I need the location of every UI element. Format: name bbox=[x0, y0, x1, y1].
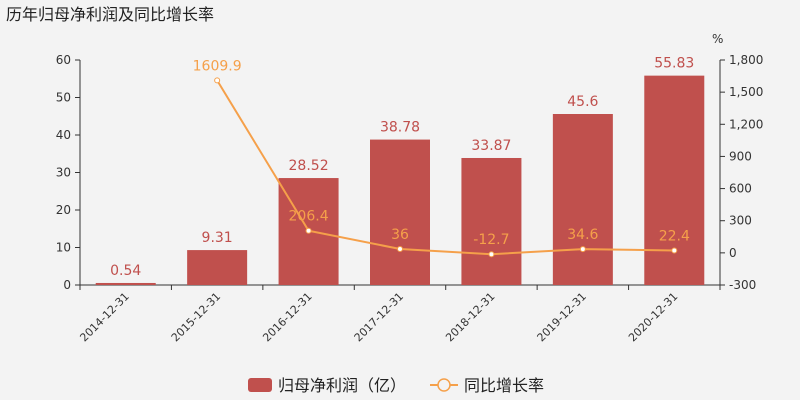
growth-point bbox=[214, 77, 221, 84]
growth-polyline bbox=[216, 79, 675, 256]
legend-label-line: 同比增长率 bbox=[464, 376, 544, 395]
bar-value-label: 45.6 bbox=[567, 94, 598, 110]
growth-point bbox=[671, 247, 678, 254]
x-tick-label: 2020-12-31 bbox=[626, 290, 680, 344]
y2-tick-label: 0 bbox=[729, 246, 737, 260]
y-tick-label: 50 bbox=[56, 91, 71, 105]
y2-tick-label: 300 bbox=[729, 214, 752, 228]
y2-tick-label: 1,200 bbox=[729, 117, 763, 131]
bar bbox=[461, 157, 522, 285]
y-tick-label: 40 bbox=[56, 128, 71, 142]
bar bbox=[552, 114, 613, 285]
y-tick-label: 60 bbox=[56, 53, 71, 67]
growth-point bbox=[305, 227, 312, 234]
y-tick-label: 10 bbox=[56, 241, 71, 255]
y2-tick-label: 1,500 bbox=[729, 85, 763, 99]
growth-value-label: -12.7 bbox=[473, 232, 509, 248]
x-tick-label: 2018-12-31 bbox=[443, 290, 497, 344]
bar-value-label: 55.83 bbox=[654, 56, 694, 72]
growth-line bbox=[214, 77, 678, 258]
growth-point bbox=[397, 246, 403, 252]
legend-label-bar: 归母净利润（亿） bbox=[278, 376, 406, 395]
bar-value-label: 33.87 bbox=[471, 138, 511, 154]
y2-unit-label: % bbox=[712, 32, 723, 46]
bar bbox=[187, 250, 248, 285]
y2-tick-label: 1,800 bbox=[729, 53, 763, 67]
data-labels: 0.54 9.31 28.52 38.78 33.87 45.6 55.83 1609.9 20… bbox=[110, 56, 694, 279]
y-tick-label: 30 bbox=[56, 166, 71, 180]
x-tick-label: 2015-12-31 bbox=[169, 290, 223, 344]
bar bbox=[95, 282, 156, 285]
chart-title: 历年归母净利润及同比增长率 bbox=[6, 5, 214, 24]
growth-value-label: 22.4 bbox=[659, 228, 690, 244]
bar-value-label: 0.54 bbox=[110, 263, 141, 279]
bar bbox=[644, 75, 705, 285]
x-tick-label: 2019-12-31 bbox=[535, 290, 589, 344]
growth-point bbox=[579, 246, 586, 253]
bar-value-label: 38.78 bbox=[380, 120, 420, 136]
y-tick-label: 0 bbox=[63, 278, 71, 292]
bar-value-label: 9.31 bbox=[202, 230, 233, 246]
growth-value-label: 34.6 bbox=[567, 227, 598, 243]
y2-tick-label: 900 bbox=[729, 149, 752, 163]
y-tick-label: 20 bbox=[56, 203, 71, 217]
legend-swatch-bar bbox=[248, 378, 272, 392]
bar bbox=[370, 139, 430, 285]
growth-value-label: 1609.9 bbox=[193, 58, 242, 74]
y2-tick-label: 600 bbox=[729, 182, 752, 196]
x-tick-label: 2016-12-31 bbox=[260, 290, 314, 344]
x-tick-label: 2017-12-31 bbox=[352, 290, 406, 344]
growth-point bbox=[488, 251, 495, 258]
y2-tick-label: -300 bbox=[729, 278, 756, 292]
legend-marker-line bbox=[437, 378, 451, 392]
growth-value-label: 36 bbox=[391, 227, 409, 243]
growth-value-label: 206.4 bbox=[289, 209, 329, 225]
bars bbox=[95, 75, 705, 285]
bar-value-label: 28.52 bbox=[289, 158, 329, 174]
x-tick-label: 2014-12-31 bbox=[77, 290, 131, 344]
legend[interactable]: 归母净利润（亿） 同比增长率 bbox=[248, 376, 544, 395]
